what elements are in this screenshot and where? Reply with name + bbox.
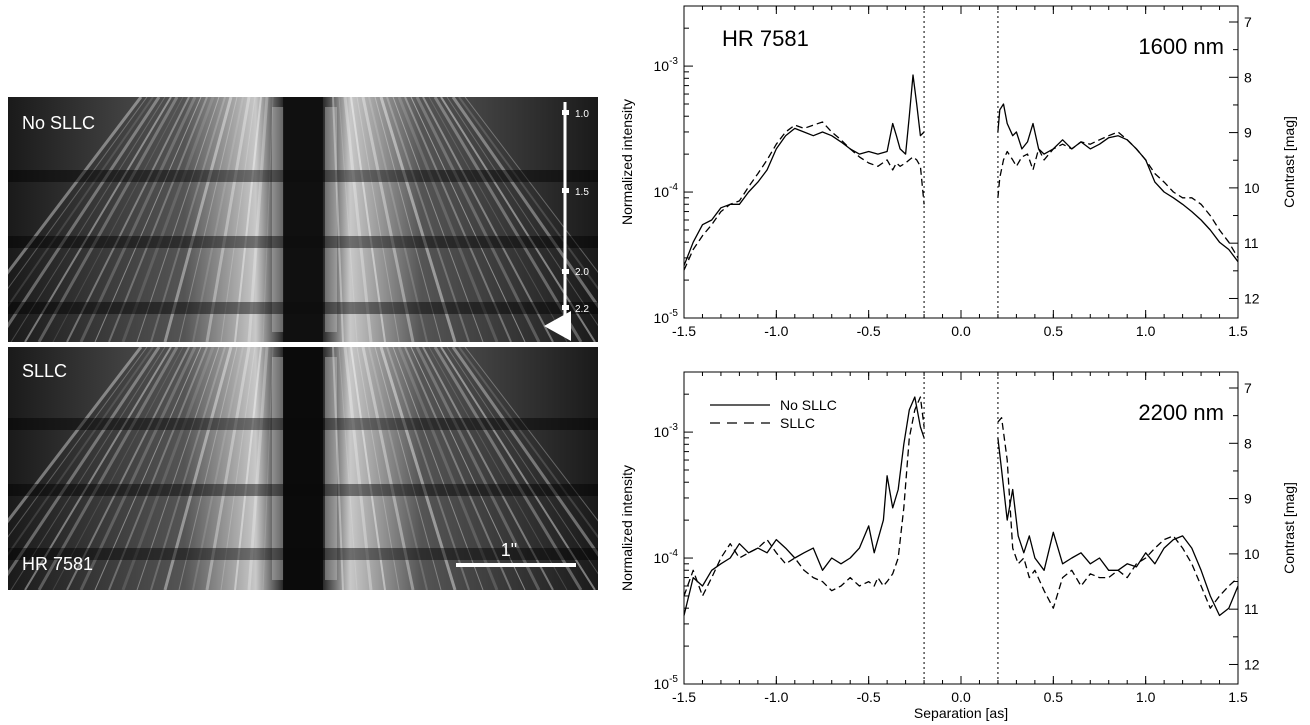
wavelength-arrow: 1.0 1.5 2.0 2.2: [544, 102, 589, 341]
wavelength-annotation: 1600 nm: [1138, 34, 1224, 59]
x-tick-label: 1.0: [1136, 323, 1156, 339]
x-tick-label: -1.0: [764, 323, 788, 339]
right-tick-label: 8: [1244, 69, 1252, 85]
y-axis-title: Normalized intensity: [619, 99, 635, 225]
image-panel: No SLLC SLLC HR 7581 1.0 1.5 2.0 2.2 1": [8, 97, 598, 590]
image-top-no-sllc: [8, 97, 598, 342]
image-label-no-sllc: No SLLC: [22, 113, 95, 133]
x-tick-label: 1.0: [1136, 689, 1156, 705]
right-tick-label: 11: [1244, 235, 1259, 251]
x-axis-title: Separation [as]: [914, 705, 1008, 721]
right-tick-label: 8: [1244, 435, 1252, 451]
x-tick-label: -0.5: [857, 323, 881, 339]
wavelength-tick-3: 2.0: [575, 267, 589, 278]
right-tick-label: 9: [1244, 125, 1252, 141]
x-tick-label: 1.5: [1228, 689, 1248, 705]
x-tick-label: 0.0: [951, 323, 971, 339]
y-axis-title: Normalized intensity: [619, 465, 635, 591]
wavelength-tick-1: 1.0: [575, 109, 589, 120]
right-tick-label: 9: [1244, 491, 1252, 507]
scale-bar: 1": [456, 540, 576, 567]
image-label-sllc: SLLC: [22, 361, 67, 381]
image-bottom-sllc: [8, 347, 598, 590]
image-label-star: HR 7581: [22, 554, 93, 574]
x-tick-label: 0.5: [1044, 323, 1064, 339]
star-annotation: HR 7581: [722, 26, 809, 51]
y-tick-label: 10-5: [654, 674, 679, 692]
scale-bar-label: 1": [501, 540, 517, 560]
right-tick-label: 12: [1244, 290, 1260, 306]
y-tick-label: 10-4: [654, 182, 679, 200]
right-tick-label: 12: [1244, 656, 1260, 672]
legend-label: No SLLC: [780, 397, 837, 413]
x-tick-label: 0.5: [1044, 689, 1064, 705]
x-tick-label: -1.0: [764, 689, 788, 705]
chart-1600nm: -1.5 -1.0 -0.5 0.0 0.5 1.0 1.5 10-5 10-4 10-3 7 8 9 1…: [619, 5, 1297, 339]
series-line-sllc: [683, 396, 1239, 609]
x-tick-label: -1.5: [672, 689, 696, 705]
y-tick-label: 10-3: [654, 422, 679, 440]
series-line-no-sllc: [683, 74, 1239, 266]
x-tick-label: 0.0: [951, 689, 971, 705]
right-tick-label: 7: [1244, 380, 1252, 396]
y-tick-label: 10-4: [654, 548, 679, 566]
wavelength-annotation: 2200 nm: [1138, 400, 1224, 425]
right-tick-label: 11: [1244, 601, 1259, 617]
y-tick-label: 10-3: [654, 56, 679, 74]
wavelength-tick-4: 2.2: [575, 304, 589, 315]
right-tick-label: 7: [1244, 14, 1252, 30]
series-line-sllc: [683, 121, 1239, 271]
x-tick-label: -1.5: [672, 323, 696, 339]
legend-label: SLLC: [780, 415, 815, 431]
image-divider: [8, 342, 598, 347]
wavelength-tick-2: 1.5: [575, 187, 589, 198]
right-tick-label: 10: [1244, 180, 1260, 196]
x-tick-label: -0.5: [857, 689, 881, 705]
chart-2200nm: -1.5 -1.0 -0.5 0.0 0.5 1.0 1.5 10-5 10-4 10-3 7 8 9 1…: [619, 371, 1297, 721]
series-line-no-sllc: [683, 396, 1239, 617]
y-tick-label: 10-5: [654, 308, 679, 326]
x-tick-label: 1.5: [1228, 323, 1248, 339]
y-axis-title-right: Contrast [mag]: [1281, 116, 1297, 208]
right-tick-label: 10: [1244, 546, 1260, 562]
y-axis-title-right: Contrast [mag]: [1281, 482, 1297, 574]
